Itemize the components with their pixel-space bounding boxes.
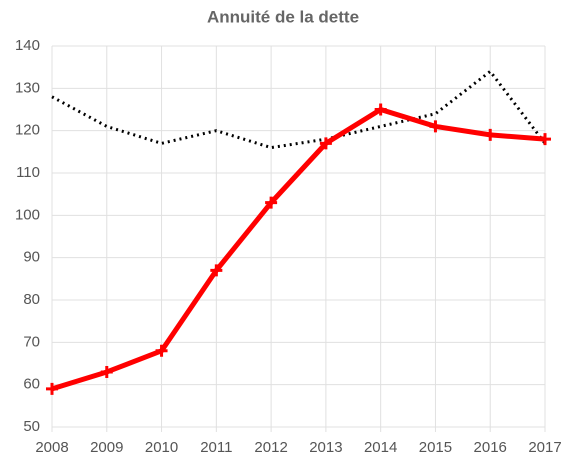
- x-tick-label: 2016: [474, 439, 507, 456]
- x-tick-label: 2011: [200, 439, 232, 456]
- point-marker: [46, 382, 58, 395]
- point-marker: [100, 365, 113, 378]
- point-marker: [539, 133, 551, 146]
- point-marker: [484, 128, 497, 141]
- y-tick-label: 50: [23, 418, 40, 435]
- y-tick-label: 70: [23, 333, 40, 350]
- x-tick-label: 2008: [35, 439, 68, 456]
- x-tick-label: 2010: [145, 439, 178, 456]
- point-marker: [155, 344, 168, 357]
- point-marker: [265, 196, 278, 209]
- x-tick-label: 2009: [90, 439, 123, 456]
- point-marker: [319, 137, 332, 150]
- y-tick-label: 120: [15, 122, 40, 139]
- x-tick-label: 2015: [419, 439, 452, 456]
- point-marker: [429, 120, 442, 133]
- y-tick-label: 80: [23, 291, 40, 308]
- y-tick-label: 110: [16, 164, 40, 181]
- chart-title: Annuité de la dette: [207, 7, 359, 26]
- y-tick-label: 90: [23, 249, 40, 266]
- series-line: [51, 107, 546, 392]
- x-tick-label: 2017: [528, 439, 561, 456]
- y-tick-label: 140: [15, 37, 40, 54]
- series-line: [51, 69, 547, 150]
- point-marker: [374, 103, 387, 116]
- y-tick-label: 100: [15, 206, 40, 223]
- x-tick-label: 2012: [254, 439, 287, 456]
- x-tick-label: 2013: [309, 439, 342, 456]
- y-tick-label: 60: [23, 376, 40, 393]
- x-tick-label: 2014: [364, 439, 397, 456]
- point-marker: [210, 264, 223, 277]
- y-tick-label: 130: [15, 79, 40, 96]
